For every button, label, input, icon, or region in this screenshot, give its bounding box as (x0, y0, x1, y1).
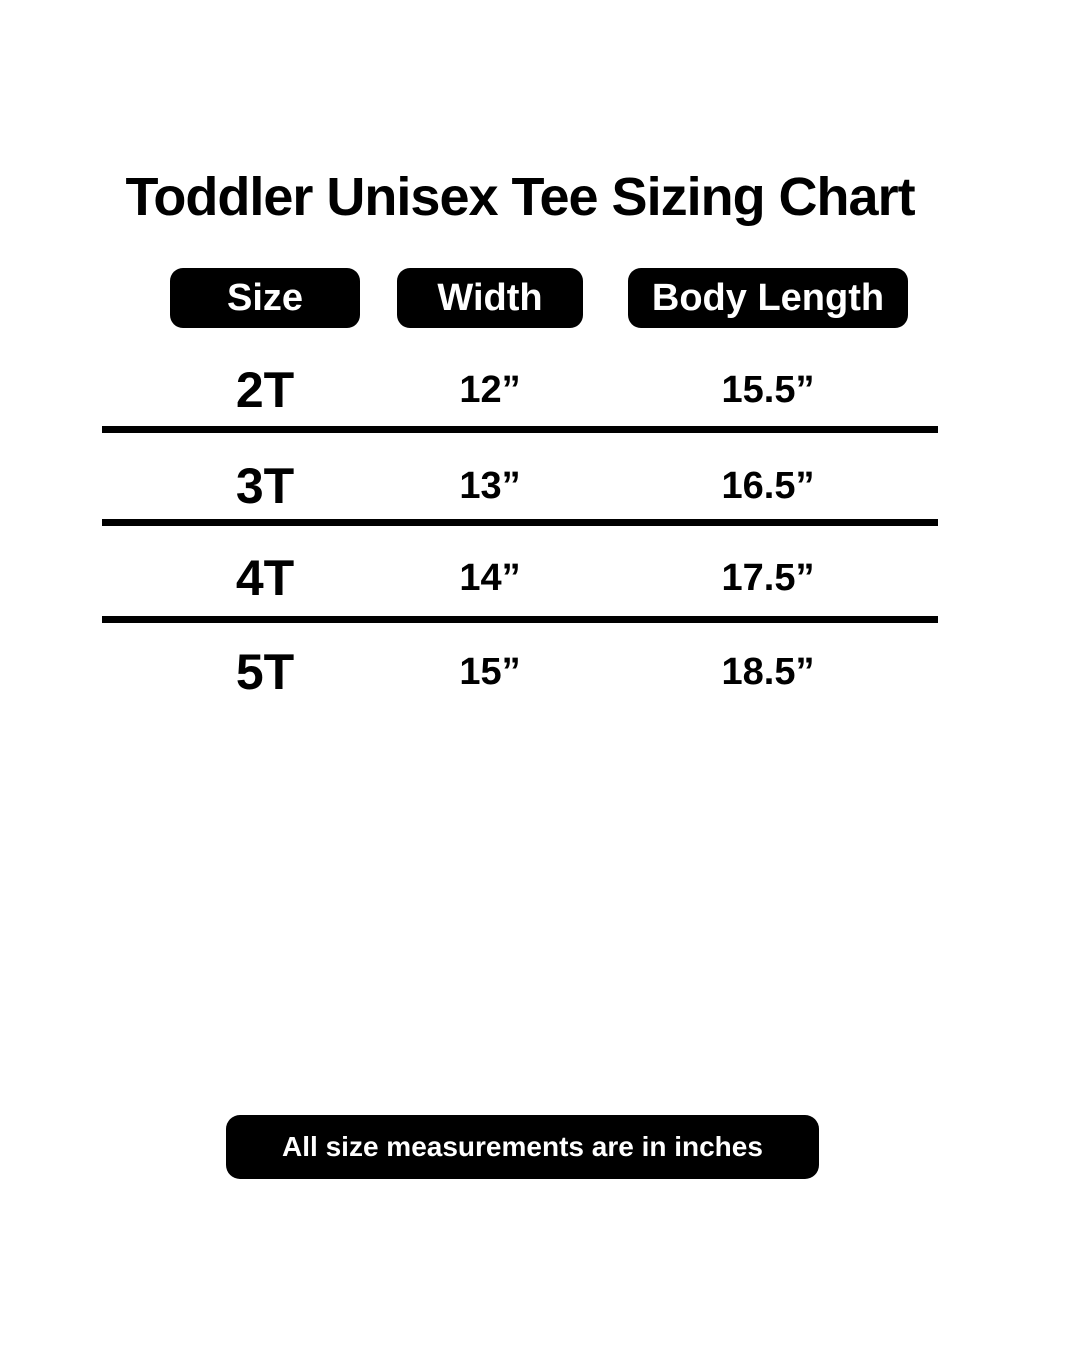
column-header-size: Size (170, 268, 360, 328)
table-row: 5T 15” 18.5” (102, 642, 938, 702)
size-value: 2T (235, 362, 295, 418)
column-header-width: Width (397, 268, 583, 328)
width-value: 15” (459, 651, 521, 693)
page-title: Toddler Unisex Tee Sizing Chart (125, 167, 915, 227)
divider-line (102, 426, 938, 433)
table-row: 2T 12” 15.5” (102, 360, 938, 420)
width-value: 13” (459, 465, 521, 507)
body-length-value: 16.5” (721, 465, 815, 507)
width-value: 14” (459, 557, 521, 599)
size-value: 4T (235, 550, 295, 606)
size-value: 3T (235, 458, 295, 514)
width-value: 12” (459, 369, 521, 411)
divider-line (102, 616, 938, 623)
body-length-value: 18.5” (721, 651, 815, 693)
body-length-value: 17.5” (721, 557, 815, 599)
sizing-chart-sheet: Toddler Unisex Tee Sizing Chart Size Wid… (102, 0, 938, 1350)
table-row: 3T 13” 16.5” (102, 456, 938, 516)
body-length-value: 15.5” (721, 369, 815, 411)
table-row: 4T 14” 17.5” (102, 548, 938, 608)
column-header-body-length: Body Length (628, 268, 908, 328)
size-value: 5T (235, 644, 295, 700)
divider-line (102, 519, 938, 526)
measurement-note-badge: All size measurements are in inches (226, 1115, 819, 1179)
